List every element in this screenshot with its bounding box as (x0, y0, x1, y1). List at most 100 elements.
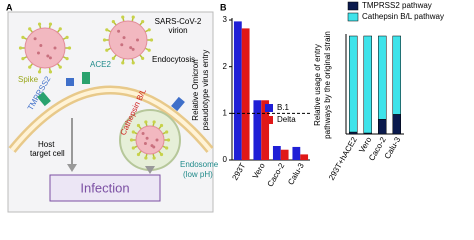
arrowhead (145, 166, 155, 174)
virion-dot (150, 144, 154, 148)
y-tick-label: 1 (223, 108, 228, 117)
spike-tip (28, 27, 32, 31)
bar (233, 21, 242, 161)
spike-tip (37, 70, 42, 74)
virion-dot (129, 46, 133, 50)
bar (280, 149, 289, 160)
virion-dot (46, 54, 50, 58)
spike-tip (48, 22, 53, 26)
spike-tip (18, 46, 23, 50)
spike-label: Spike (18, 75, 39, 84)
ace2-receptor (82, 72, 90, 84)
virion-dot (131, 47, 135, 51)
virion-dot (33, 37, 37, 41)
bar (253, 100, 262, 160)
spike-tip (159, 123, 164, 128)
spike-tip (121, 15, 125, 19)
spike-tip (141, 56, 145, 60)
endosome-label: Endosome (180, 160, 219, 169)
bar-segment (378, 35, 387, 120)
host-label: target cell (30, 149, 65, 158)
spike-tip (105, 48, 109, 52)
spike-tip (67, 46, 72, 50)
virion (108, 20, 148, 60)
spike-tip (65, 57, 69, 61)
x-tick-label: 293T (230, 161, 247, 181)
legend-label: Delta (277, 115, 296, 124)
virion-dot (155, 138, 159, 142)
y-axis-label: pathways by the original strain (323, 31, 332, 139)
spike-tip (152, 156, 156, 160)
spike-tip (121, 61, 125, 65)
legend-swatch (347, 1, 359, 11)
virion-label: virion (168, 26, 187, 35)
virion-dot (120, 43, 124, 47)
spike-tip (58, 65, 62, 69)
spike-tip (159, 152, 164, 157)
tmprss2-protease (66, 78, 74, 86)
panel-label: B (220, 2, 227, 12)
spike-tip (144, 156, 148, 160)
bar-segment (349, 35, 358, 133)
spike-tip (131, 130, 135, 134)
legend-label: TMPRSS2 pathway (362, 1, 432, 10)
bar-segment (349, 131, 358, 135)
spike-tip (144, 120, 148, 124)
y-axis-label: Relative Omicron (191, 59, 200, 120)
x-tick-label: Vero (251, 161, 267, 180)
y-axis-label: pseudotype virus entry (201, 50, 210, 131)
bar-segment (392, 35, 401, 115)
panel-label: A (6, 2, 13, 12)
spike-tip (21, 57, 25, 61)
spike-tip (141, 20, 145, 24)
virion-dot (39, 43, 43, 47)
legend-label: Cathepsin B/L pathway (362, 12, 444, 21)
ace2-label: ACE2 (90, 60, 111, 69)
spike-tip (129, 138, 134, 142)
x-tick-label: 293T+hACE2 (327, 135, 359, 182)
y-tick-label: 3 (223, 15, 228, 24)
spike-tip (65, 35, 69, 39)
virion-dot (143, 141, 147, 145)
spike-tip (147, 48, 151, 52)
spike-tip (58, 27, 62, 31)
membrane-inner (10, 88, 212, 152)
spike-tip (165, 130, 169, 134)
spike-tip (21, 35, 25, 39)
virion-dot (117, 29, 121, 33)
bar (272, 146, 281, 160)
virion-label: SARS-CoV-2 (155, 17, 202, 26)
virion-dot (53, 46, 57, 50)
virion (24, 27, 66, 69)
spike-tip (136, 123, 141, 128)
spike-tip (37, 22, 42, 26)
legend-swatch (265, 116, 273, 124)
virion-dot (145, 136, 149, 140)
bar (292, 146, 301, 160)
spike-tip (152, 120, 156, 124)
bar-segment (392, 114, 401, 135)
figure: Infection A SARS-CoV-2 virion Spike ACE2… (6, 1, 444, 213)
virion-dot (48, 56, 52, 60)
bar-segment (363, 35, 372, 134)
virion-dot (141, 132, 145, 136)
endosome-label: (low pH) (183, 170, 213, 179)
ace2-receptor (37, 91, 51, 107)
spike-tip (147, 28, 151, 32)
spike-tip (131, 61, 135, 65)
infection-box (49, 174, 161, 202)
spike-tip (111, 56, 115, 60)
spike-tip (111, 20, 115, 24)
bar (261, 100, 270, 160)
bar-segment (378, 119, 387, 135)
x-tick-label: Calu-3 (286, 161, 306, 186)
spike-tip (131, 15, 135, 19)
y-axis-label: Relative usage of entry (313, 44, 322, 126)
spike-tip (48, 70, 53, 74)
host-label: Host (38, 140, 55, 149)
spike-tip (105, 28, 109, 32)
virion (135, 125, 165, 155)
virion-dot (136, 38, 139, 42)
spike-tip (102, 38, 107, 42)
infection-label: Infection (80, 180, 129, 195)
